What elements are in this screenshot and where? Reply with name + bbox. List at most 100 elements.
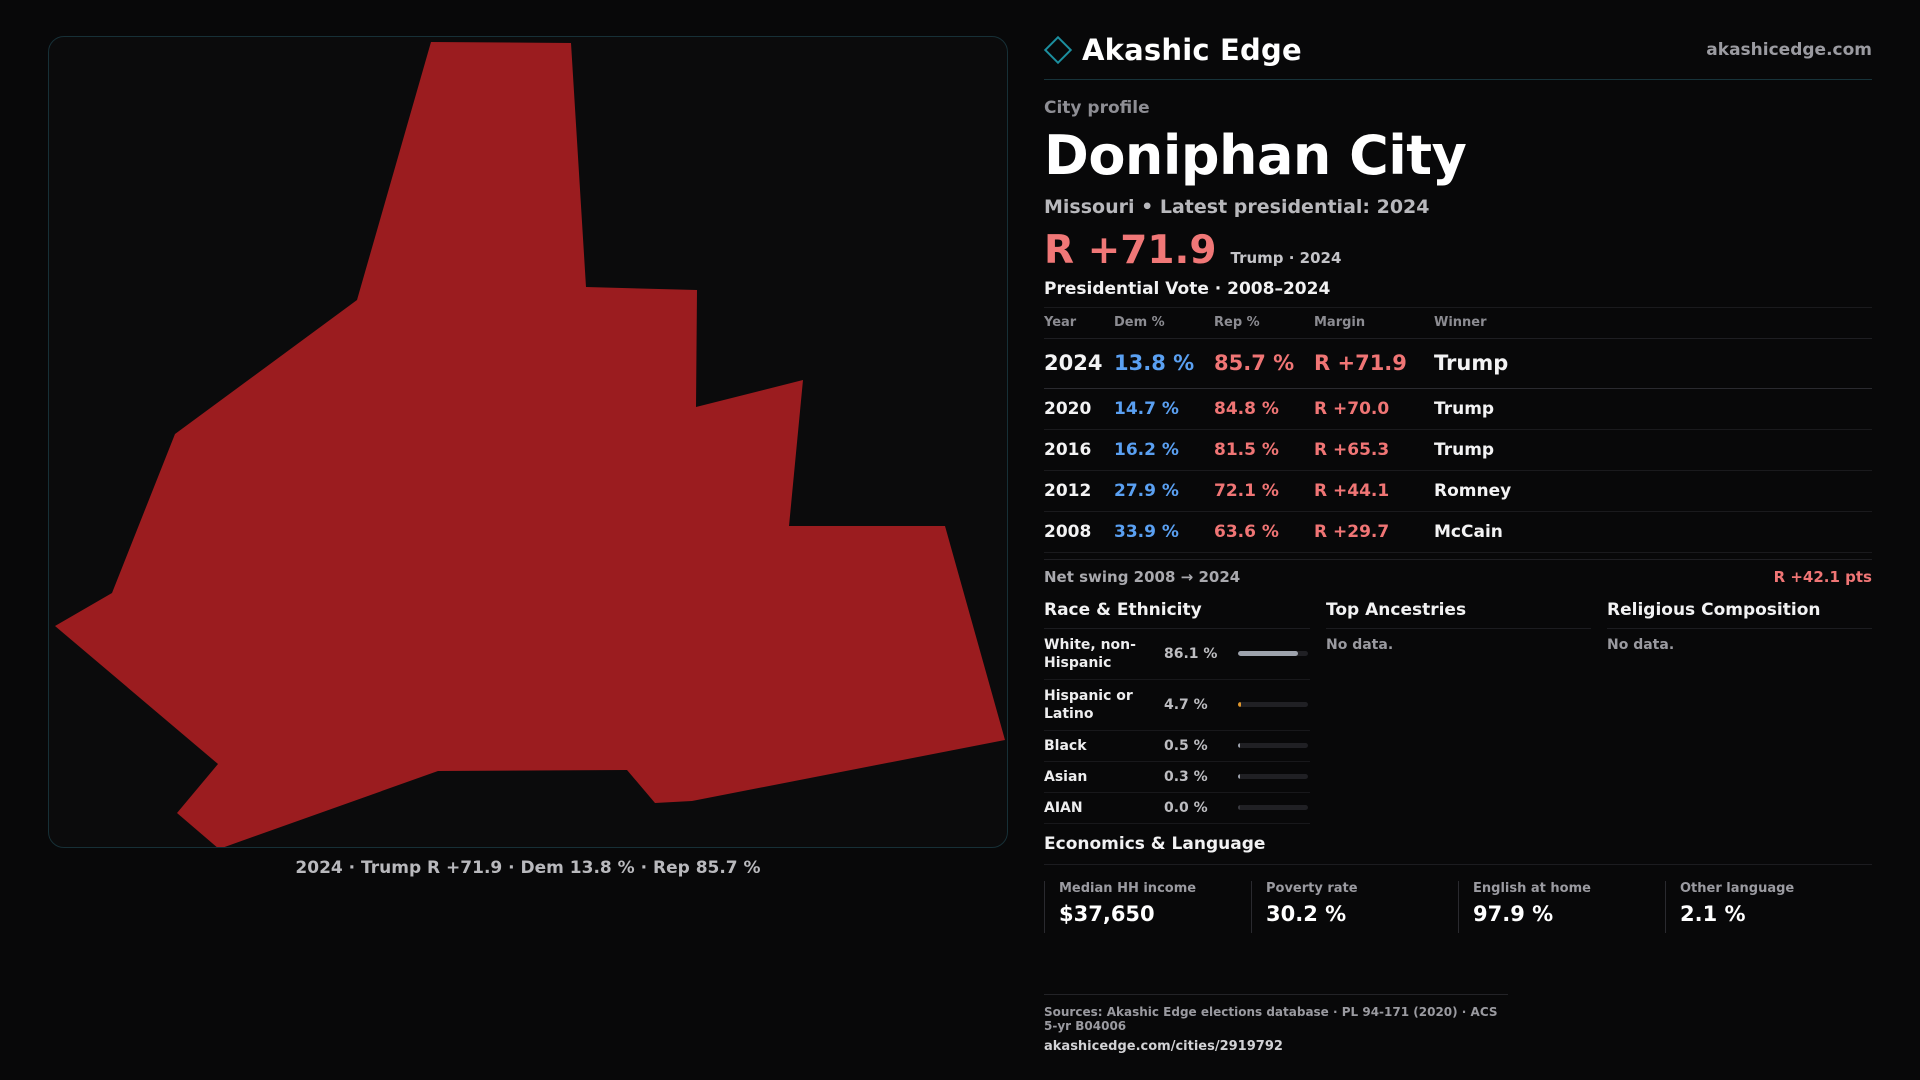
race-bar-fill [1238, 805, 1240, 810]
list-item: White, non-Hispanic 86.1 % [1044, 629, 1310, 680]
row-dem: 13.8 % [1114, 338, 1214, 389]
row-dem: 27.9 % [1114, 470, 1214, 512]
profile-panel: Akashic Edge akashicedge.com City profil… [1043, 30, 1872, 933]
row-winner: McCain [1434, 511, 1872, 553]
net-swing-value: R +42.1 pts [1773, 567, 1872, 586]
sources-footer: Sources: Akashic Edge elections database… [1044, 994, 1508, 1054]
net-swing-label: Net swing 2008 → 2024 [1044, 567, 1241, 586]
race-bar-track [1238, 702, 1308, 707]
header-year: Year [1044, 308, 1114, 339]
race-value: 0.5 % [1164, 737, 1208, 754]
race-bar-track [1238, 743, 1308, 748]
race-bar-track [1238, 651, 1308, 656]
diamond-logo-icon [1043, 35, 1073, 64]
row-winner: Trump [1434, 388, 1872, 430]
demographics-section: Race & Ethnicity White, non-Hispanic 86.… [1044, 600, 1872, 824]
econ-value: 2.1 % [1680, 901, 1746, 926]
race-label: AIAN [1044, 799, 1083, 816]
row-rep: 81.5 % [1214, 429, 1314, 471]
map-caption: 2024 · Trump R +71.9 · Dem 13.8 % · Rep … [295, 858, 761, 878]
econ-label: English at home [1473, 880, 1591, 896]
brand[interactable]: Akashic Edge [1043, 32, 1302, 67]
table-row: 2012 27.9 % 72.1 % R +44.1 Romney [1044, 470, 1872, 512]
list-item: Asian 0.3 % [1044, 762, 1310, 793]
header-rep: Rep % [1214, 308, 1314, 339]
econ-cell-english: English at home 97.9 % [1458, 880, 1665, 933]
row-winner: Trump [1434, 429, 1872, 471]
list-item: Hispanic or Latino 4.7 % [1044, 680, 1310, 731]
brand-url-link[interactable]: akashicedge.com [1706, 39, 1872, 60]
row-rep: 85.7 % [1214, 338, 1314, 389]
row-dem: 16.2 % [1114, 429, 1214, 471]
race-bar-track [1238, 774, 1308, 779]
ancestries-card: Top Ancestries No data. [1326, 600, 1591, 824]
race-value: 4.7 % [1164, 696, 1208, 713]
econ-value: $37,650 [1059, 901, 1155, 926]
city-map [48, 36, 1008, 848]
econ-cell-poverty: Poverty rate 30.2 % [1251, 880, 1458, 933]
race-label: Black [1044, 737, 1087, 754]
ancestries-empty: No data. [1326, 636, 1394, 653]
vote-table: Year Dem % Rep % Margin Winner 2024 13.8… [1044, 308, 1872, 553]
row-winner: Trump [1434, 338, 1872, 389]
econ-label: Median HH income [1059, 880, 1197, 896]
race-ethnicity-card: Race & Ethnicity White, non-Hispanic 86.… [1044, 600, 1310, 824]
race-bar-fill [1238, 774, 1241, 779]
religion-card: Religious Composition No data. [1607, 600, 1872, 824]
row-margin: R +29.7 [1314, 511, 1434, 553]
vote-table-header: Year Dem % Rep % Margin Winner [1044, 308, 1872, 339]
race-bar-fill [1238, 743, 1241, 748]
race-value: 0.3 % [1164, 768, 1208, 785]
row-year: 2020 [1044, 388, 1114, 430]
row-winner: Romney [1434, 470, 1872, 512]
econ-value: 30.2 % [1266, 901, 1347, 926]
list-item: Black 0.5 % [1044, 731, 1310, 762]
table-row: 2016 16.2 % 81.5 % R +65.3 Trump [1044, 429, 1872, 471]
religion-title: Religious Composition [1607, 600, 1872, 629]
net-swing: Net swing 2008 → 2024 R +42.1 pts [1044, 558, 1872, 586]
headline-note: Trump · 2024 [1230, 249, 1342, 267]
row-margin: R +65.3 [1314, 429, 1434, 471]
sources-text: Sources: Akashic Edge elections database… [1044, 1005, 1498, 1033]
header-winner: Winner [1434, 308, 1872, 339]
headline-result: R +71.9 Trump · 2024 [1044, 228, 1872, 273]
economics-grid: Median HH income $37,650 Poverty rate 30… [1044, 880, 1872, 933]
econ-label: Other language [1680, 880, 1795, 896]
ancestries-title: Top Ancestries [1326, 600, 1591, 629]
row-year: 2016 [1044, 429, 1114, 471]
row-year: 2012 [1044, 470, 1114, 512]
race-bar-fill [1238, 702, 1242, 707]
page-title: Doniphan City [1044, 124, 1467, 187]
row-year: 2024 [1044, 338, 1114, 389]
table-row: 2020 14.7 % 84.8 % R +70.0 Trump [1044, 388, 1872, 430]
row-rep: 63.6 % [1214, 511, 1314, 553]
row-margin: R +70.0 [1314, 388, 1434, 430]
table-row: 2024 13.8 % 85.7 % R +71.9 Trump [1044, 338, 1872, 389]
race-value: 86.1 % [1164, 645, 1218, 662]
row-dem: 33.9 % [1114, 511, 1214, 553]
page-kicker: City profile [1044, 98, 1150, 118]
row-rep: 84.8 % [1214, 388, 1314, 430]
page-subtitle: Missouri • Latest presidential: 2024 [1044, 196, 1430, 218]
religion-empty: No data. [1607, 636, 1675, 653]
header-margin: Margin [1314, 308, 1434, 339]
race-label: Hispanic or Latino [1044, 687, 1133, 722]
econ-cell-income: Median HH income $37,650 [1044, 880, 1251, 933]
row-rep: 72.1 % [1214, 470, 1314, 512]
race-value: 0.0 % [1164, 799, 1208, 816]
econ-cell-other-language: Other language 2.1 % [1665, 880, 1872, 933]
econ-value: 97.9 % [1473, 901, 1554, 926]
city-boundary-map [55, 42, 1005, 847]
headline-margin: R +71.9 [1044, 228, 1217, 273]
header-dem: Dem % [1114, 308, 1214, 339]
sources-url-link[interactable]: akashicedge.com/cities/2919792 [1044, 1039, 1283, 1054]
row-dem: 14.7 % [1114, 388, 1214, 430]
brand-name: Akashic Edge [1082, 32, 1302, 67]
race-title: Race & Ethnicity [1044, 600, 1310, 629]
row-year: 2008 [1044, 511, 1114, 553]
table-row: 2008 33.9 % 63.6 % R +29.7 McCain [1044, 511, 1872, 553]
vote-section-title: Presidential Vote · 2008–2024 [1044, 279, 1872, 308]
row-margin: R +44.1 [1314, 470, 1434, 512]
race-bar-track [1238, 805, 1308, 810]
economics-title: Economics & Language [1044, 834, 1872, 865]
